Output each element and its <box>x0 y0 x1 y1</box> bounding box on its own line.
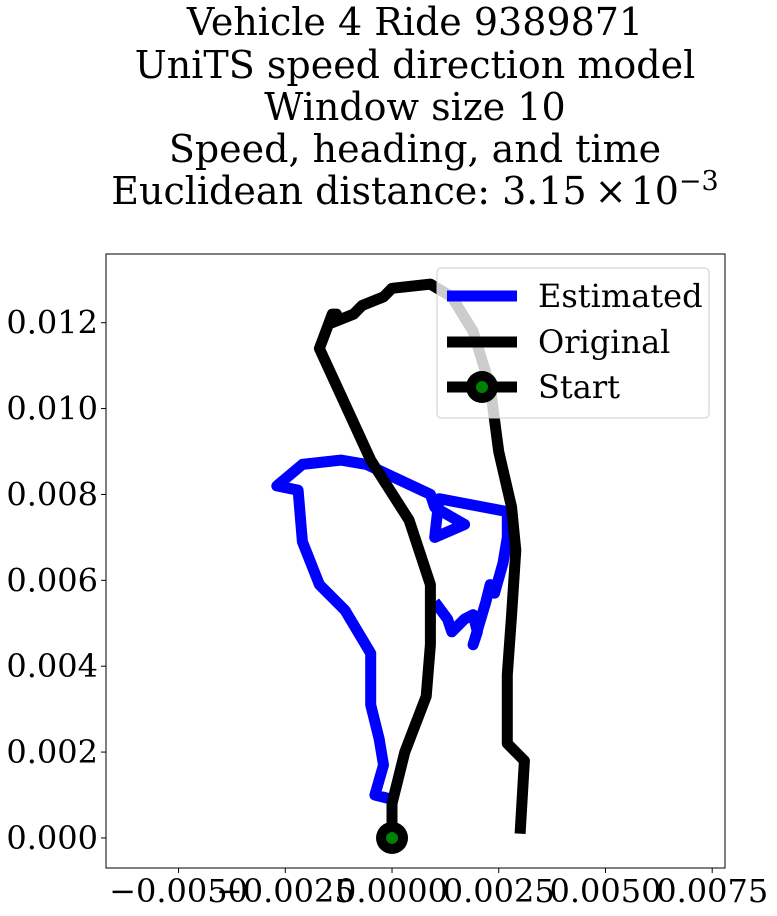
x-tick-label: 0.0075 <box>656 872 768 910</box>
title-line-1: Vehicle 4 Ride 9389871 <box>186 0 643 44</box>
series-line-estimated <box>271 454 513 805</box>
y-tick-label: 0.008 <box>6 475 98 513</box>
x-tick-label: 0.0000 <box>336 872 448 910</box>
title-line-2: UniTS speed direction model <box>135 43 695 87</box>
legend-estimated-label: Estimated <box>538 277 703 315</box>
title-line-3: Window size 10 <box>264 85 565 129</box>
x-tick-label: −0.0025 <box>216 872 355 910</box>
title-line-4: Speed, heading, and time <box>169 127 661 171</box>
x-tick-label: −0.0050 <box>109 872 248 910</box>
legend: Estimated Original Start <box>436 267 710 419</box>
start-marker-center <box>386 831 399 844</box>
y-tick-label: 0.012 <box>6 304 98 342</box>
legend-original-label: Original <box>538 323 670 361</box>
legend-start-marker-center <box>476 381 488 393</box>
series-lines <box>271 278 530 838</box>
x-tick-label: 0.0025 <box>443 872 555 910</box>
title-power-exponent: −3 <box>679 166 719 197</box>
y-tick-label: 0.000 <box>6 819 98 857</box>
title-line-5: Euclidean distance: 3.15 × 10−3 <box>111 166 718 213</box>
legend-start-label: Start <box>538 368 620 406</box>
title-distance-text: Euclidean distance: 3.15 <box>111 169 586 213</box>
legend-box <box>436 267 710 419</box>
title-times-sign: × <box>595 169 627 213</box>
series-line-original <box>313 278 530 838</box>
y-tick-label: 0.006 <box>6 561 98 599</box>
y-tick-label: 0.010 <box>6 390 98 428</box>
y-tick-label: 0.002 <box>6 733 98 771</box>
x-tick-label: 0.0050 <box>549 872 661 910</box>
title-power-base: 10 <box>631 169 679 213</box>
y-tick-label: 0.004 <box>6 647 98 685</box>
axes-frame <box>105 253 726 869</box>
